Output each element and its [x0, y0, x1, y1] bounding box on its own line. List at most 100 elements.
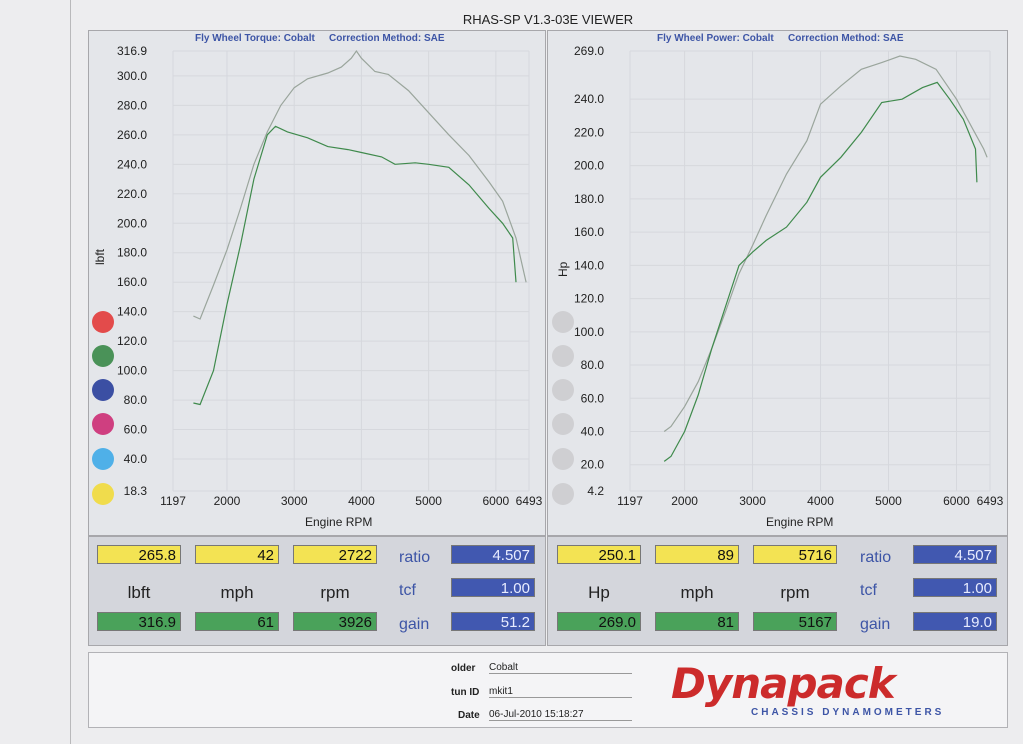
y-tick-label: 280.0 [117, 98, 147, 112]
y-tick-label: 60.0 [581, 391, 605, 405]
torque-ratio-value: 4.507 [451, 545, 535, 564]
x-tick-label: 6493 [977, 494, 1004, 508]
x-tick-label: 6000 [943, 494, 970, 508]
power-readout-panel: 250.1 89 5716 Hp mph rpm 269.0 81 5167 r… [547, 536, 1008, 646]
torque-mph-label: mph [220, 583, 254, 602]
window-title: RHAS-SP V1.3-03E VIEWER [462, 12, 634, 27]
power-x-axis-label: Engine RPM [766, 515, 834, 529]
legend-dot-green[interactable] [92, 345, 114, 367]
y-tick-label: 160.0 [117, 275, 147, 289]
y-tick-label: 200.0 [574, 159, 604, 173]
power-chart: 269.0 240.0 220.0 200.0 180.0 160.0 140.0 120.0… [574, 44, 1004, 508]
y-tick-label: 20.0 [581, 458, 605, 472]
y-tick-label: 200.0 [117, 216, 147, 230]
date-label: Date [458, 710, 480, 721]
y-tick-label: 316.9 [117, 44, 147, 58]
power-gain-label: gain [860, 616, 891, 633]
power-peak-value: 269.0 [557, 612, 641, 631]
power-current-value: 250.1 [557, 545, 641, 564]
power-tcf-label: tcf [860, 582, 877, 599]
y-tick-label: 220.0 [117, 187, 147, 201]
y-tick-label: 100.0 [117, 364, 147, 378]
power-unit-label: Hp [588, 583, 610, 602]
y-tick-label: 260.0 [117, 128, 147, 142]
legend-dot-lightblue[interactable] [92, 448, 114, 470]
power-peak-rpm: 5167 [753, 612, 837, 631]
legend-dot-grey-1[interactable] [552, 311, 574, 333]
x-tick-label: 6493 [516, 494, 543, 508]
series-line-2 [193, 125, 517, 406]
torque-chart-panel: Fly Wheel Torque: Cobalt Correction Meth… [88, 30, 546, 536]
torque-peak-mph: 61 [195, 612, 279, 631]
x-tick-label: 1197 [617, 494, 643, 508]
power-legend-dots [552, 311, 576, 511]
run-id-label: tun ID [451, 687, 480, 698]
power-subtitle-left: Fly Wheel Power: Cobalt [657, 33, 774, 44]
x-tick-label: 2000 [214, 494, 241, 508]
power-rpm-label: rpm [780, 583, 810, 602]
x-tick-label: 4000 [807, 494, 834, 508]
legend-dot-yellow[interactable] [92, 483, 114, 505]
run-info-panel: older Cobalt tun ID mkit1 Date 06-Jul-20… [88, 652, 1008, 728]
legend-dot-magenta[interactable] [92, 413, 114, 435]
x-tick-label: 3000 [281, 494, 308, 508]
folder-value: Cobalt [489, 662, 632, 674]
torque-subtitle-right: Correction Method: SAE [329, 33, 445, 44]
x-tick-label: 2000 [671, 494, 698, 508]
date-value: 06-Jul-2010 15:18:27 [489, 709, 632, 721]
y-tick-label: 140.0 [117, 305, 147, 319]
y-tick-label: 40.0 [124, 452, 148, 466]
torque-rpm-label: rpm [320, 583, 350, 602]
folder-label: older [451, 663, 476, 674]
x-tick-label: 6000 [483, 494, 510, 508]
y-tick-label: 40.0 [581, 425, 605, 439]
torque-readout-panel: 265.8 42 2722 lbft mph rpm 316.9 61 3926… [88, 536, 546, 646]
y-tick-label: 80.0 [124, 393, 148, 407]
legend-dot-red[interactable] [92, 311, 114, 333]
y-tick-label: 300.0 [117, 69, 147, 83]
power-ratio-value: 4.507 [913, 545, 997, 564]
x-tick-label: 4000 [348, 494, 375, 508]
y-tick-label: 240.0 [574, 92, 604, 106]
power-ratio-label: ratio [860, 549, 892, 566]
torque-y-axis-label: lbft [93, 248, 107, 265]
legend-dot-grey-4[interactable] [552, 413, 574, 435]
torque-x-axis-label: Engine RPM [305, 515, 373, 529]
torque-tcf-label: tcf [399, 582, 416, 599]
torque-chart: 316.9 300.0 280.0 260.0 240.0 220.0 200.0 180.0… [117, 44, 543, 508]
x-tick-label: 5000 [875, 494, 902, 508]
power-mph-label: mph [680, 583, 714, 602]
power-gain-value: 19.0 [913, 612, 997, 631]
legend-dot-grey-5[interactable] [552, 448, 574, 470]
dynapack-tagline: CHASSIS DYNAMOMETERS [751, 707, 945, 718]
y-tick-label: 140.0 [574, 258, 604, 272]
legend-dot-grey-3[interactable] [552, 379, 574, 401]
x-tick-label: 3000 [739, 494, 766, 508]
y-tick-label: 80.0 [581, 358, 605, 372]
y-tick-label: 180.0 [574, 192, 604, 206]
y-tick-label: 240.0 [117, 157, 147, 171]
y-tick-label: 160.0 [574, 225, 604, 239]
torque-current-rpm: 2722 [293, 545, 377, 564]
series-line-2 [663, 81, 978, 462]
torque-legend-dots [92, 311, 116, 511]
torque-peak-rpm: 3926 [293, 612, 377, 631]
power-y-axis-label: Hp [556, 261, 570, 277]
y-tick-label: 18.3 [124, 484, 148, 498]
power-tcf-value: 1.00 [913, 578, 997, 597]
torque-peak-value: 316.9 [97, 612, 181, 631]
legend-dot-grey-6[interactable] [552, 483, 574, 505]
x-tick-label: 1197 [160, 494, 186, 508]
page-edge [70, 0, 71, 744]
legend-dot-grey-2[interactable] [552, 345, 574, 367]
power-peak-mph: 81 [655, 612, 739, 631]
y-tick-label: 180.0 [117, 246, 147, 260]
torque-current-value: 265.8 [97, 545, 181, 564]
y-tick-label: 4.2 [587, 484, 604, 498]
power-subtitle-right: Correction Method: SAE [788, 33, 904, 44]
run-id-value: mkit1 [489, 686, 632, 698]
power-current-rpm: 5716 [753, 545, 837, 564]
y-tick-label: 120.0 [574, 292, 604, 306]
legend-dot-blue[interactable] [92, 379, 114, 401]
torque-subtitle-left: Fly Wheel Torque: Cobalt [195, 33, 315, 44]
